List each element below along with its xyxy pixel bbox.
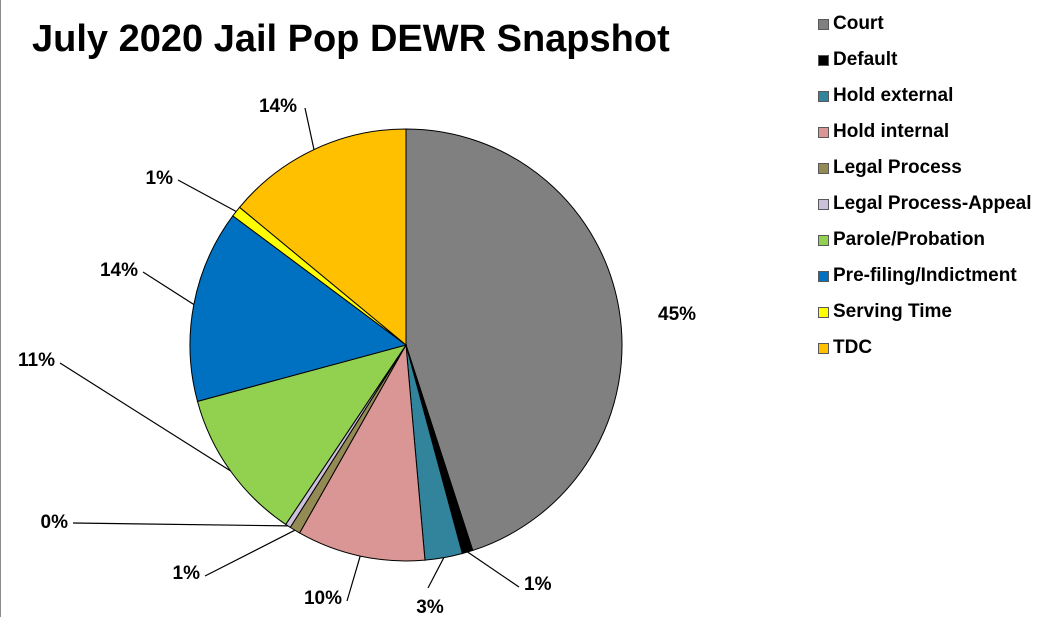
legend-swatch bbox=[818, 54, 829, 66]
data-label: 11% bbox=[18, 350, 55, 371]
legend-item: Serving Time bbox=[818, 294, 1032, 330]
legend-swatch bbox=[818, 162, 829, 174]
data-label: 1% bbox=[524, 574, 552, 595]
legend-label: Serving Time bbox=[833, 301, 952, 322]
legend-swatch bbox=[818, 306, 829, 318]
data-label: 1% bbox=[173, 563, 201, 584]
leader-line bbox=[204, 529, 296, 577]
legend-item: Pre-filing/Indictment bbox=[818, 258, 1032, 294]
legend-swatch bbox=[818, 234, 829, 246]
leader-line bbox=[304, 107, 315, 150]
legend-swatch bbox=[818, 18, 829, 30]
chart-title: July 2020 Jail Pop DEWR Snapshot bbox=[32, 18, 670, 60]
legend-label: Pre-filing/Indictment bbox=[833, 265, 1017, 286]
pie-slice-pre-filing-indictment bbox=[189, 215, 408, 402]
data-label: 10% bbox=[304, 588, 342, 609]
legend-item: Court bbox=[818, 6, 1032, 42]
leader-line bbox=[177, 179, 237, 213]
legend-swatch bbox=[818, 342, 829, 354]
legend-item: Legal Process bbox=[818, 150, 1032, 186]
data-label: 3% bbox=[416, 597, 444, 617]
pie-slice-hold-internal bbox=[298, 343, 426, 562]
data-label: 1% bbox=[146, 168, 174, 189]
legend-item: Legal Process-Appeal bbox=[818, 186, 1032, 222]
leader-line bbox=[59, 362, 231, 472]
chart-legend: Court Default Hold external Hold internal Le… bbox=[818, 6, 1032, 366]
legend-label: Hold internal bbox=[833, 121, 950, 142]
legend-swatch bbox=[818, 198, 829, 210]
data-label: 0% bbox=[41, 512, 69, 533]
leader-line bbox=[467, 551, 520, 588]
leader-line bbox=[346, 555, 361, 602]
legend-swatch bbox=[818, 126, 829, 138]
legend-label: TDC bbox=[833, 337, 873, 358]
legend-label: Legal Process bbox=[833, 157, 962, 178]
leader-line bbox=[142, 271, 195, 306]
legend-swatch bbox=[818, 90, 829, 102]
legend-label: Default bbox=[833, 49, 898, 70]
pie-slice-court bbox=[405, 128, 623, 552]
legend-label: Parole/Probation bbox=[833, 229, 986, 250]
legend-item: Hold internal bbox=[818, 114, 1032, 150]
legend-label: Hold external bbox=[833, 85, 954, 106]
legend-label: Legal Process-Appeal bbox=[833, 193, 1032, 214]
legend-swatch bbox=[818, 270, 829, 282]
leader-line bbox=[72, 522, 289, 527]
legend-item: TDC bbox=[818, 330, 1032, 366]
data-label: 45% bbox=[658, 304, 696, 325]
leader-line bbox=[427, 557, 445, 589]
legend-item: Hold external bbox=[818, 78, 1032, 114]
data-label: 14% bbox=[259, 96, 297, 117]
legend-item: Default bbox=[818, 42, 1032, 78]
legend-item: Parole/Probation bbox=[818, 222, 1032, 258]
legend-label: Court bbox=[833, 13, 884, 34]
data-label: 14% bbox=[100, 260, 138, 281]
